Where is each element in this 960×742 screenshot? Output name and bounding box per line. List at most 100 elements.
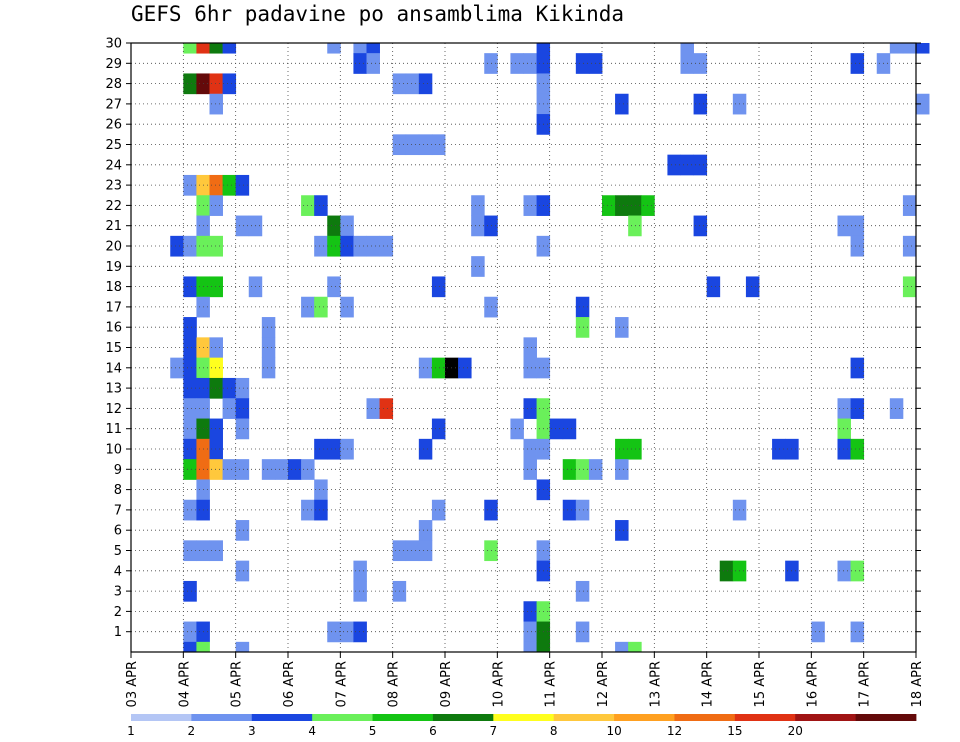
y-tick-label: 2: [114, 605, 122, 620]
y-tick-label: 27: [105, 97, 122, 112]
x-tick-label: 09 APR: [439, 661, 454, 707]
heat-cell: [222, 43, 237, 54]
colorbar-label: 4: [308, 724, 316, 738]
y-tick-label: 12: [105, 402, 122, 417]
heat-cell: [902, 276, 917, 298]
colorbar-label: 10: [606, 724, 621, 738]
heat-cell: [562, 499, 577, 521]
heat-cell: [209, 235, 223, 257]
heat-cell: [575, 580, 590, 602]
grid-layer: [131, 43, 916, 652]
heat-cell: [916, 93, 930, 115]
heat-cell: [314, 195, 328, 216]
heat-cell: [314, 235, 328, 257]
heat-cell: [183, 418, 197, 440]
y-tick-label: 22: [105, 199, 122, 214]
heat-cell: [693, 215, 708, 237]
heat-cell: [510, 418, 524, 440]
heat-cell: [575, 296, 590, 318]
x-axis: 03 APR 04 APR 05 APR 06 APR 07 APR 08 APR 09 A…: [125, 652, 925, 707]
heat-cell: [327, 621, 341, 643]
colorbar-label: 3: [248, 724, 256, 738]
heat-cell: [484, 499, 498, 521]
heat-cell: [680, 43, 694, 54]
heat-cell: [484, 296, 498, 318]
heat-cell: [209, 276, 223, 298]
heat-cell: [170, 235, 184, 257]
colorbar-swatch: [312, 714, 373, 721]
x-tick-label: 12 APR: [596, 661, 611, 707]
heat-cell: [902, 195, 917, 216]
x-tick-label: 04 APR: [177, 661, 192, 707]
colorbar-label: 6: [429, 724, 437, 738]
heat-cell: [628, 195, 642, 216]
heat-cell: [628, 215, 642, 237]
heat-cell: [667, 154, 681, 176]
y-tick-label: 28: [105, 77, 122, 92]
y-tick-label: 11: [105, 422, 122, 437]
colorbar-label: 2: [188, 724, 196, 738]
heat-cell: [183, 235, 197, 257]
heat-cell: [628, 438, 642, 460]
heat-cell: [235, 174, 250, 196]
colorbar-swatch: [432, 714, 494, 721]
heat-cell: [706, 276, 721, 298]
y-tick-label: 15: [105, 341, 122, 356]
heat-cell: [837, 398, 851, 419]
heat-cell: [615, 459, 629, 480]
heat-cell: [523, 337, 537, 359]
y-tick-label: 29: [105, 57, 122, 72]
heat-cell: [850, 357, 865, 379]
heat-cell: [209, 377, 223, 399]
heat-cell: [575, 53, 590, 74]
heat-cell: [615, 438, 629, 460]
heat-cell: [536, 641, 551, 653]
heat-cell: [693, 93, 708, 115]
colorbar-swatch: [191, 714, 253, 721]
y-tick-label: 4: [114, 564, 122, 579]
heat-cell: [523, 459, 537, 480]
heat-cell: [418, 520, 433, 541]
heat-cell: [523, 195, 537, 216]
heat-cell: [523, 621, 537, 643]
y-tick-label: 5: [114, 544, 122, 559]
y-tick-label: 10: [105, 443, 122, 458]
heat-cell: [353, 43, 367, 54]
heat-cell: [235, 459, 250, 480]
heat-cell: [274, 459, 289, 480]
heat-cell: [772, 438, 786, 460]
heat-cell: [431, 357, 446, 379]
heat-cell: [850, 560, 865, 582]
heat-cell: [261, 357, 276, 379]
heat-cell: [235, 418, 250, 440]
heat-cell: [366, 43, 380, 54]
y-tick-label: 3: [114, 585, 122, 600]
heat-cell: [353, 560, 367, 582]
y-tick-label: 18: [105, 280, 122, 295]
colorbar-swatch: [251, 714, 313, 721]
heat-cell: [209, 540, 223, 562]
colorbar-label: 7: [489, 724, 497, 738]
heat-cell: [314, 438, 328, 460]
heat-cell: [209, 357, 223, 379]
heat-cell: [693, 154, 708, 176]
heat-cell: [288, 459, 302, 480]
heat-cell: [916, 43, 930, 54]
heat-cell: [615, 317, 629, 338]
heat-cell: [209, 93, 223, 115]
y-tick-label: 20: [105, 240, 122, 255]
heat-cell: [327, 438, 341, 460]
heat-cell: [170, 357, 184, 379]
heat-cell: [327, 276, 341, 298]
heat-cell: [209, 337, 223, 359]
heat-cell: [261, 459, 276, 480]
heat-cell: [523, 53, 537, 74]
colorbar-swatch: [734, 714, 796, 721]
heat-cell: [405, 540, 420, 562]
heat-cell: [418, 73, 433, 95]
heat-cell: [418, 357, 433, 379]
heat-cell: [602, 195, 616, 216]
heat-cell: [523, 357, 537, 379]
heat-cell: [811, 621, 825, 643]
heat-cell: [615, 520, 629, 541]
